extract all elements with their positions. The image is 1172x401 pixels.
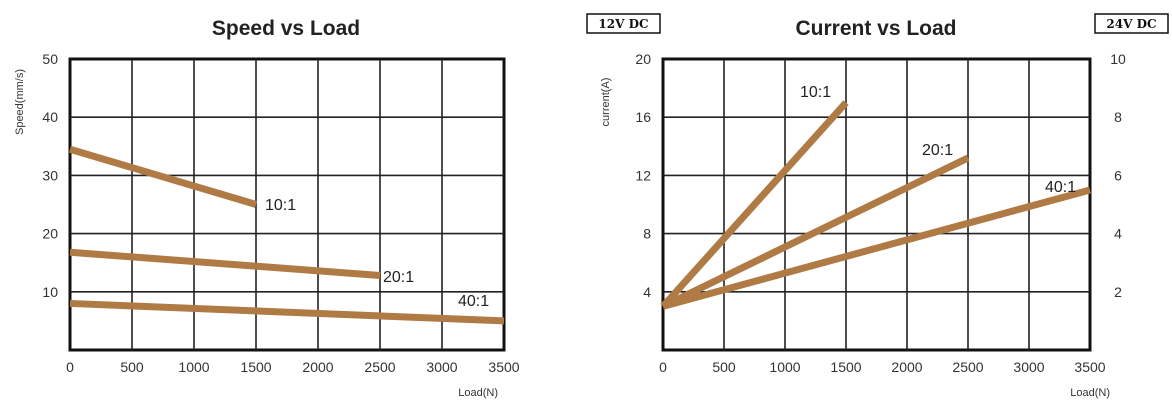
speed-chart: Speed vs Load 10:1 20:1 40:1 0 500 1000 1500 2… bbox=[14, 17, 520, 399]
x-tick-label: 3000 bbox=[426, 359, 457, 375]
x-tick-label: 2000 bbox=[302, 359, 333, 375]
y-tick-label: 30 bbox=[42, 167, 58, 183]
y2-tick-label: 6 bbox=[1114, 167, 1122, 183]
speed-chart-title: Speed vs Load bbox=[212, 17, 360, 40]
x-tick-label: 3500 bbox=[1074, 359, 1105, 375]
y-tick-label: 10 bbox=[42, 284, 58, 300]
x-tick-label: 1500 bbox=[240, 359, 271, 375]
y-tick-label: 40 bbox=[42, 109, 58, 125]
y2-tick-label: 10 bbox=[1110, 51, 1126, 67]
y-tick-label: 4 bbox=[643, 284, 651, 300]
series-line-40-1 bbox=[69, 299, 505, 325]
series-line-40-1 bbox=[662, 186, 1091, 310]
x-tick-label: 0 bbox=[659, 359, 667, 375]
series-line-20-1 bbox=[69, 248, 381, 279]
x-tick-label: 3500 bbox=[488, 359, 519, 375]
speed-chart-series: 10:1 20:1 40:1 bbox=[69, 145, 505, 325]
current-chart-ylabel: current(A) bbox=[600, 78, 612, 127]
x-tick-label: 1500 bbox=[830, 359, 861, 375]
series-line-10-1 bbox=[69, 145, 257, 208]
y-tick-label: 12 bbox=[635, 167, 651, 183]
x-tick-label: 2000 bbox=[891, 359, 922, 375]
current-chart-grid bbox=[663, 59, 1090, 350]
y2-tick-label: 8 bbox=[1114, 109, 1122, 125]
series-label: 40:1 bbox=[458, 293, 489, 310]
series-label: 10:1 bbox=[800, 84, 831, 101]
y-tick-label: 8 bbox=[643, 226, 651, 242]
current-chart-xlabel: Load(N) bbox=[1070, 387, 1110, 399]
right-voltage-badge-text: 24V DC bbox=[1106, 17, 1156, 31]
current-chart-title: Current vs Load bbox=[795, 17, 956, 40]
speed-chart-frame bbox=[68, 57, 506, 352]
left-voltage-badge: 12V DC bbox=[586, 13, 661, 34]
y-tick-label: 20 bbox=[42, 226, 58, 242]
x-tick-label: 2500 bbox=[952, 359, 983, 375]
current-chart-ticks: 0 500 1000 1500 2000 2500 3000 3500481216202468… bbox=[635, 51, 1126, 375]
x-tick-label: 2500 bbox=[364, 359, 395, 375]
series-label: 20:1 bbox=[383, 269, 414, 286]
current-chart-series: 10:1 20:1 40:1 bbox=[660, 84, 1091, 310]
y-tick-label: 50 bbox=[42, 51, 58, 67]
x-tick-label: 1000 bbox=[178, 359, 209, 375]
series-label: 40:1 bbox=[1045, 179, 1076, 196]
x-tick-label: 500 bbox=[120, 359, 144, 375]
speed-chart-xlabel: Load(N) bbox=[458, 387, 498, 399]
y-tick-label: 20 bbox=[635, 51, 651, 67]
speed-chart-ticks: 0 500 1000 1500 2000 2500 3000 3500 10 20 30 40 50 bbox=[42, 51, 519, 375]
speed-chart-grid bbox=[70, 59, 504, 350]
y2-tick-label: 4 bbox=[1114, 226, 1122, 242]
x-tick-label: 500 bbox=[712, 359, 736, 375]
y-tick-label: 16 bbox=[635, 109, 651, 125]
series-label: 10:1 bbox=[265, 197, 296, 214]
y2-tick-label: 2 bbox=[1114, 284, 1122, 300]
current-chart-frame bbox=[661, 57, 1092, 352]
x-tick-label: 0 bbox=[66, 359, 74, 375]
x-tick-label: 1000 bbox=[769, 359, 800, 375]
x-tick-label: 3000 bbox=[1013, 359, 1044, 375]
series-line-20-1 bbox=[661, 154, 970, 310]
right-voltage-badge: 24V DC bbox=[1094, 13, 1169, 34]
left-voltage-badge-text: 12V DC bbox=[598, 17, 648, 31]
speed-chart-ylabel: Speed(mm/s) bbox=[14, 69, 26, 135]
current-chart: Current vs Load 12V DC 24V DC 10:120:140… bbox=[586, 13, 1169, 399]
series-line-10-1 bbox=[660, 100, 849, 309]
series-label: 20:1 bbox=[922, 142, 953, 159]
